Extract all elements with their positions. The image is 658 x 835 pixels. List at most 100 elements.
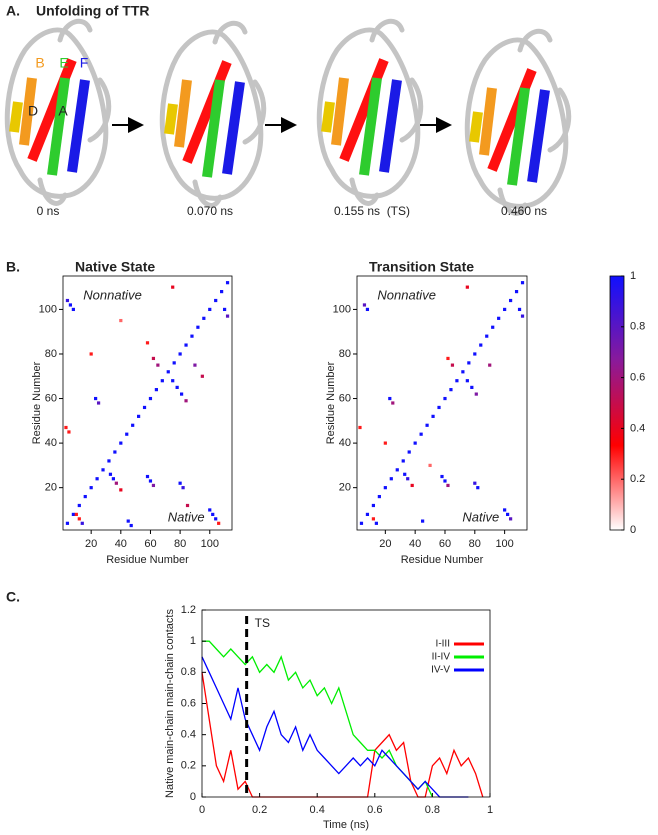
contact: [446, 356, 450, 361]
contact: [67, 430, 71, 434]
contact: [443, 479, 447, 483]
contact: [101, 468, 105, 472]
contact: [225, 314, 230, 318]
contact: [365, 307, 370, 312]
snapshot-time: 0.070 ns: [187, 204, 233, 218]
contact: [517, 307, 522, 312]
contact: [196, 325, 200, 329]
contact: [83, 494, 87, 499]
x-tick-label: 100: [201, 538, 219, 550]
contact: [391, 401, 395, 405]
contact: [185, 503, 190, 508]
contact: [179, 392, 184, 396]
contact: [514, 289, 519, 294]
contact: [114, 481, 118, 485]
x-tick-label: 0.6: [367, 804, 382, 816]
contact: [119, 318, 123, 323]
contact: [488, 363, 492, 367]
contact: [178, 481, 182, 485]
contact: [125, 432, 129, 436]
legend-label: II-IV: [432, 652, 451, 663]
contact: [77, 503, 81, 508]
protein-structure: [162, 23, 263, 205]
series-line: [201, 656, 469, 798]
contact: [94, 396, 98, 401]
strand-label: E: [59, 55, 68, 71]
series-line: [202, 640, 433, 798]
chart-title: Native State: [75, 259, 155, 275]
panel-label: A.: [6, 3, 20, 19]
contact: [395, 468, 399, 472]
contact: [111, 477, 116, 481]
legend-label: I-III: [436, 639, 450, 650]
y-tick-label: 40: [45, 437, 57, 449]
contact: [64, 425, 68, 430]
contact: [431, 414, 435, 418]
chart-title: Transition State: [369, 259, 474, 275]
contact: [208, 307, 212, 312]
contact: [520, 281, 525, 285]
contact: [473, 481, 477, 485]
contact: [74, 512, 78, 517]
contact: [506, 512, 510, 517]
contact: [142, 405, 147, 410]
contact: [175, 385, 179, 390]
x-tick-label: 20: [85, 538, 97, 550]
contact: [171, 285, 175, 289]
contact: [77, 517, 81, 521]
contact: [113, 450, 117, 454]
x-tick-label: 80: [469, 538, 481, 550]
panel-label: C.: [6, 589, 20, 605]
contact: [156, 363, 160, 367]
contact: [96, 401, 101, 405]
contact: [479, 343, 483, 347]
strand-label: D: [28, 103, 38, 119]
y-tick-label: 0.4: [181, 729, 196, 741]
contact: [358, 425, 362, 430]
contact: [172, 361, 176, 365]
contact: [89, 486, 93, 490]
x-tick-label: 0.8: [425, 804, 440, 816]
plot-frame: [356, 275, 528, 531]
contact: [65, 298, 70, 303]
colorbar-tick-label: 1: [630, 270, 636, 282]
contact: [449, 388, 453, 392]
contact: [211, 512, 215, 517]
contact: [508, 517, 513, 521]
x-tick-label: 60: [144, 538, 156, 550]
y-tick-label: 80: [45, 348, 57, 360]
contact: [440, 474, 444, 479]
y-tick-label: 1: [190, 635, 196, 647]
x-tick-label: 40: [115, 538, 127, 550]
contact: [184, 343, 188, 347]
contact: [413, 441, 417, 445]
y-tick-label: 0.8: [181, 666, 196, 678]
contact: [108, 472, 113, 476]
contact: [80, 521, 84, 525]
x-tick-label: 40: [409, 538, 421, 550]
contact: [119, 441, 123, 445]
contact: [403, 472, 407, 476]
strand-label: A: [58, 103, 68, 119]
contact: [374, 521, 378, 525]
contact: [371, 503, 376, 508]
contact: [389, 477, 393, 481]
contact: [190, 334, 194, 338]
contact: [181, 486, 185, 490]
colorbar-tick-label: 0: [630, 524, 636, 536]
ts-label: TS: [255, 616, 270, 630]
contact: [465, 285, 469, 289]
y-tick-label: 40: [339, 437, 351, 449]
y-tick-label: 80: [339, 348, 351, 360]
contact: [520, 314, 525, 318]
contact: [503, 508, 507, 512]
y-axis-label: Residue Number: [325, 361, 337, 444]
contact: [95, 477, 99, 481]
x-tick-label: 0.4: [310, 804, 325, 816]
contact: [200, 374, 204, 378]
contact: [461, 370, 465, 374]
contact: [450, 363, 455, 367]
y-tick-label: 0.2: [181, 760, 196, 772]
panel-label: B.: [6, 259, 20, 275]
contact: [68, 303, 73, 307]
